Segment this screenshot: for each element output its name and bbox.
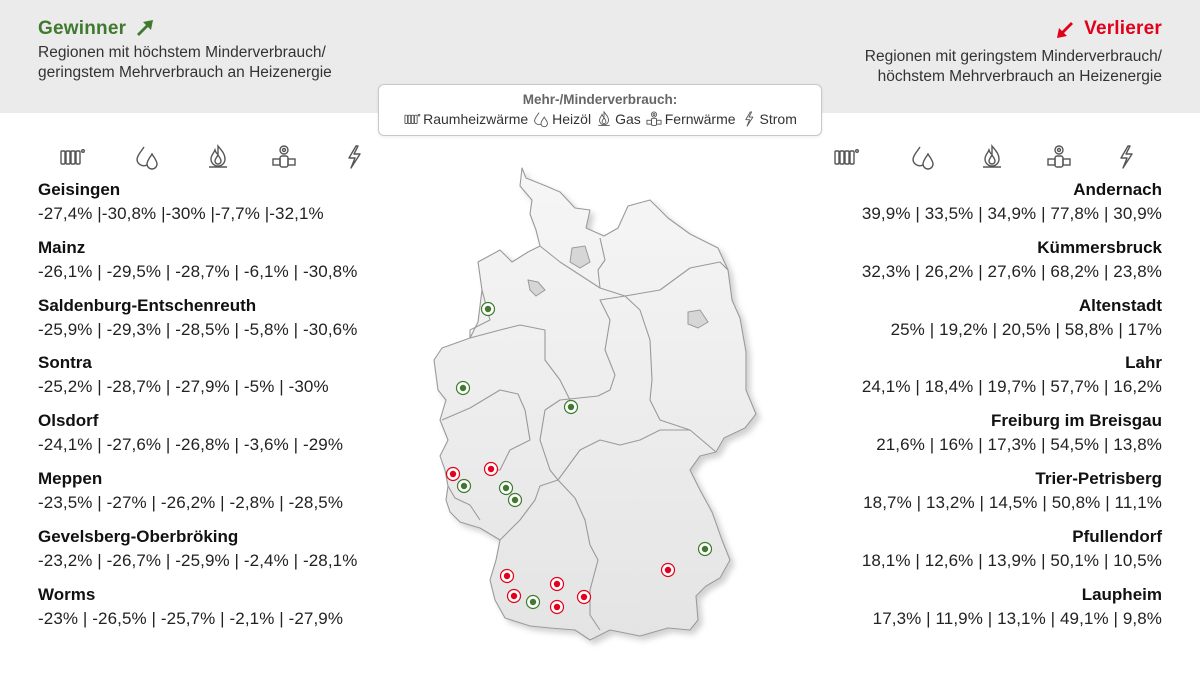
winners-header: Gewinner Regionen mit höchstem Minderver… <box>38 18 332 83</box>
loser-pin[interactable] <box>483 461 499 477</box>
legend-item-raumheizwaerme: Raumheizwärme <box>403 110 528 128</box>
losers-subtitle-line2: höchstem Mehrverbrauch an Heizenergie <box>877 68 1162 85</box>
loser-entry: Altenstadt 25% | 19,2% | 20,5% | 58,8% | … <box>890 295 1162 339</box>
losers-title: Verlierer <box>1056 18 1162 40</box>
winner-entry: Olsdorf -24,1% | -27,6% | -26,8% | -3,6% … <box>38 411 344 455</box>
winner-pins <box>455 301 713 610</box>
winner-pin[interactable] <box>525 594 541 610</box>
arrow-down-left-icon <box>1057 22 1074 38</box>
winner-pin[interactable] <box>697 541 713 557</box>
loser-pin[interactable] <box>445 466 461 482</box>
loser-pin[interactable] <box>576 589 592 605</box>
winner-pin[interactable] <box>456 478 472 494</box>
oil-drops-icon <box>136 146 158 170</box>
winner-entry: Sontra -25,2% | -28,7% | -27,9% | -5% | -… <box>38 353 329 397</box>
gas-flame-icon <box>598 110 610 126</box>
lightning-icon <box>744 111 753 127</box>
loser-entry: Andernach 39,9% | 33,5% | 34,9% | 77,8% |… <box>861 180 1162 223</box>
legend-row: Raumheizwärme Heizöl Gas Fernwärme Strom <box>379 110 821 128</box>
city-states <box>527 245 709 329</box>
winner-entry: Geisingen -27,4% |-30,8% |-30% |-7,7% |-3… <box>38 180 324 223</box>
winner-pin[interactable] <box>507 492 523 508</box>
winner-entry: Gevelsberg-Oberbröking -23,2% | -26,7% | … <box>38 526 358 570</box>
winner-pin[interactable] <box>563 399 579 415</box>
legend-title: Mehr-/Minderverbrauch: <box>522 92 678 107</box>
lightning-icon <box>348 145 361 169</box>
legend-item-fernwaerme: Fernwärme <box>645 110 736 128</box>
winners-icon-row <box>58 142 403 172</box>
gas-flame-icon <box>983 144 1001 168</box>
loser-pin[interactable] <box>549 576 565 592</box>
loser-entry: Pfullendorf 18,1% | 12,6% | 13,9% | 50,1%… <box>861 526 1162 570</box>
loser-entry: Trier-Petrisberg 18,7% | 13,2% | 14,5% | … <box>863 468 1162 512</box>
radiator-icon <box>834 148 860 165</box>
district-heating-icon <box>646 111 662 126</box>
losers-header: Verlierer Regionen mit geringstem Minder… <box>865 18 1162 87</box>
winner-entry: Meppen -23,5% | -27% | -26,2% | -2,8% | -… <box>38 468 344 512</box>
berlin-area <box>687 309 709 329</box>
winners-subtitle-line2: geringstem Mehrverbrauch an Heizenergie <box>38 64 332 81</box>
loser-pin[interactable] <box>499 568 515 584</box>
loser-pin[interactable] <box>506 588 522 604</box>
winners-title: Gewinner <box>38 18 154 40</box>
germany-outline <box>433 167 757 641</box>
legend-item-strom: Strom <box>740 110 797 128</box>
winner-entry: Worms -23% | -26,5% | -25,7% | -2,1% | -2… <box>38 584 344 628</box>
winner-pin[interactable] <box>498 480 514 496</box>
losers-icon-row <box>832 142 1177 172</box>
lightning-icon <box>1120 145 1133 169</box>
loser-pin[interactable] <box>549 599 565 615</box>
oil-drops-icon <box>534 112 549 128</box>
legend-item-gas: Gas <box>595 110 641 128</box>
district-heating-icon <box>1047 145 1071 168</box>
winners-list: Geisingen -27,4% |-30,8% |-30% |-7,7% |-3… <box>38 178 438 640</box>
loser-pin[interactable] <box>660 562 676 578</box>
gas-flame-icon <box>209 144 227 168</box>
winner-entry: Mainz -26,1% | -29,5% | -28,7% | -6,1% | … <box>38 237 358 281</box>
arrow-up-right-icon <box>137 20 154 36</box>
winner-entry: Saldenburg-Entschenreuth -25,9% | -29,3% … <box>38 295 358 339</box>
winners-subtitle-line1: Regionen mit höchstem Minderverbrauch/ <box>38 44 326 61</box>
radiator-icon <box>404 113 421 124</box>
oil-drops-icon <box>912 146 934 170</box>
loser-entry: Kümmersbruck 32,3% | 26,2% | 27,6% | 68,2… <box>861 237 1162 281</box>
loser-entry: Laupheim 17,3% | 11,9% | 13,1% | 49,1% | … <box>872 584 1162 628</box>
loser-pins <box>445 461 676 615</box>
losers-subtitle-line1: Regionen mit geringstem Minderverbrauch/ <box>864 48 1162 65</box>
legend-item-heizoel: Heizöl <box>532 110 591 128</box>
losers-list: Andernach 39,9% | 33,5% | 34,9% | 77,8% |… <box>762 178 1162 640</box>
loser-entry: Lahr 24,1% | 18,4% | 19,7% | 57,7% | 16,2… <box>861 353 1162 397</box>
winner-pin[interactable] <box>455 380 471 396</box>
bremen-area <box>527 279 546 297</box>
district-heating-icon <box>272 145 296 168</box>
radiator-icon <box>60 148 86 165</box>
loser-entry: Freiburg im Breisgau 21,6% | 16% | 17,3% … <box>876 411 1162 455</box>
winner-pin[interactable] <box>480 301 496 317</box>
legend-box: Mehr-/Minderverbrauch: Raumheizwärme Hei… <box>378 84 822 136</box>
hamburg-area <box>569 245 591 269</box>
